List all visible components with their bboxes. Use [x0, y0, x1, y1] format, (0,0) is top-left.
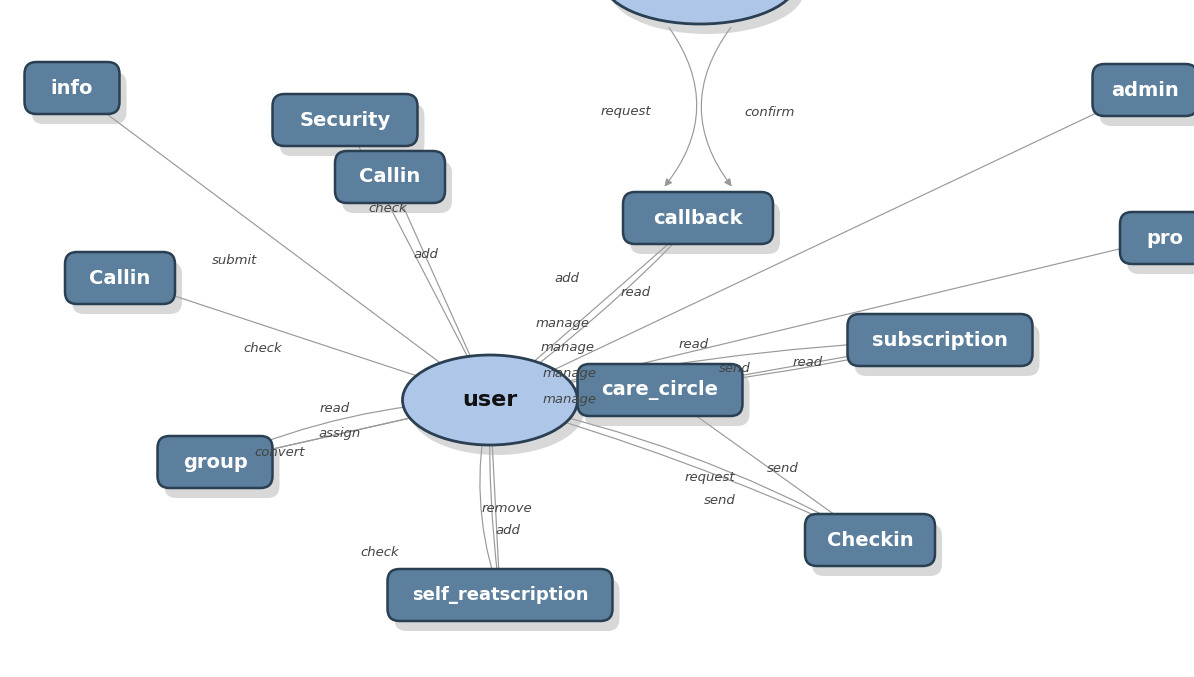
Text: assign: assign [319, 427, 361, 439]
FancyBboxPatch shape [336, 151, 445, 203]
FancyBboxPatch shape [272, 94, 418, 146]
FancyBboxPatch shape [279, 104, 425, 156]
Text: Callin: Callin [359, 167, 420, 186]
Text: manage: manage [543, 366, 597, 380]
Ellipse shape [609, 0, 805, 34]
Text: convert: convert [254, 447, 306, 460]
FancyBboxPatch shape [1100, 74, 1194, 126]
FancyBboxPatch shape [31, 72, 127, 124]
Text: check: check [244, 341, 282, 355]
Text: callback: callback [653, 209, 743, 227]
Text: read: read [320, 401, 350, 414]
Text: check: check [369, 202, 407, 215]
FancyBboxPatch shape [578, 364, 743, 416]
FancyBboxPatch shape [25, 62, 119, 114]
FancyBboxPatch shape [855, 324, 1040, 376]
Text: subscription: subscription [872, 330, 1008, 349]
FancyBboxPatch shape [1127, 222, 1194, 274]
FancyBboxPatch shape [72, 262, 181, 314]
Text: request: request [684, 471, 736, 485]
Ellipse shape [402, 355, 578, 445]
FancyBboxPatch shape [812, 524, 942, 576]
Text: admin: admin [1112, 81, 1178, 100]
Text: read: read [679, 338, 709, 351]
Text: confirm: confirm [745, 106, 795, 118]
FancyBboxPatch shape [630, 202, 780, 254]
FancyBboxPatch shape [394, 579, 620, 631]
Text: pro: pro [1146, 229, 1183, 248]
Text: send: send [719, 362, 751, 374]
Text: request: request [601, 106, 651, 118]
Text: Security: Security [300, 110, 390, 129]
FancyBboxPatch shape [64, 252, 176, 304]
Text: group: group [183, 452, 247, 471]
FancyBboxPatch shape [1093, 64, 1194, 116]
FancyBboxPatch shape [388, 569, 613, 621]
Text: send: send [704, 494, 736, 506]
Ellipse shape [410, 365, 585, 455]
FancyBboxPatch shape [341, 161, 453, 213]
Text: submit: submit [213, 253, 258, 267]
FancyBboxPatch shape [585, 374, 750, 426]
Text: send: send [767, 462, 799, 475]
Ellipse shape [603, 0, 798, 24]
FancyBboxPatch shape [623, 192, 773, 244]
Text: remove: remove [481, 502, 533, 515]
Text: add: add [554, 271, 579, 284]
FancyBboxPatch shape [805, 514, 935, 566]
Text: Callin: Callin [90, 269, 150, 288]
Text: manage: manage [543, 393, 597, 406]
Text: care_circle: care_circle [602, 380, 719, 400]
Text: read: read [621, 286, 651, 299]
Text: manage: manage [536, 317, 590, 330]
FancyBboxPatch shape [848, 314, 1033, 366]
Text: manage: manage [541, 341, 595, 355]
Text: add: add [413, 248, 438, 261]
Text: add: add [496, 523, 521, 536]
Text: check: check [361, 546, 399, 559]
Text: info: info [51, 79, 93, 97]
Text: self_reatscription: self_reatscription [412, 586, 589, 604]
Text: user: user [462, 390, 518, 410]
FancyBboxPatch shape [158, 436, 272, 488]
Text: read: read [793, 355, 823, 368]
Text: Checkin: Checkin [826, 531, 913, 550]
FancyBboxPatch shape [1120, 212, 1194, 264]
FancyBboxPatch shape [165, 446, 279, 498]
